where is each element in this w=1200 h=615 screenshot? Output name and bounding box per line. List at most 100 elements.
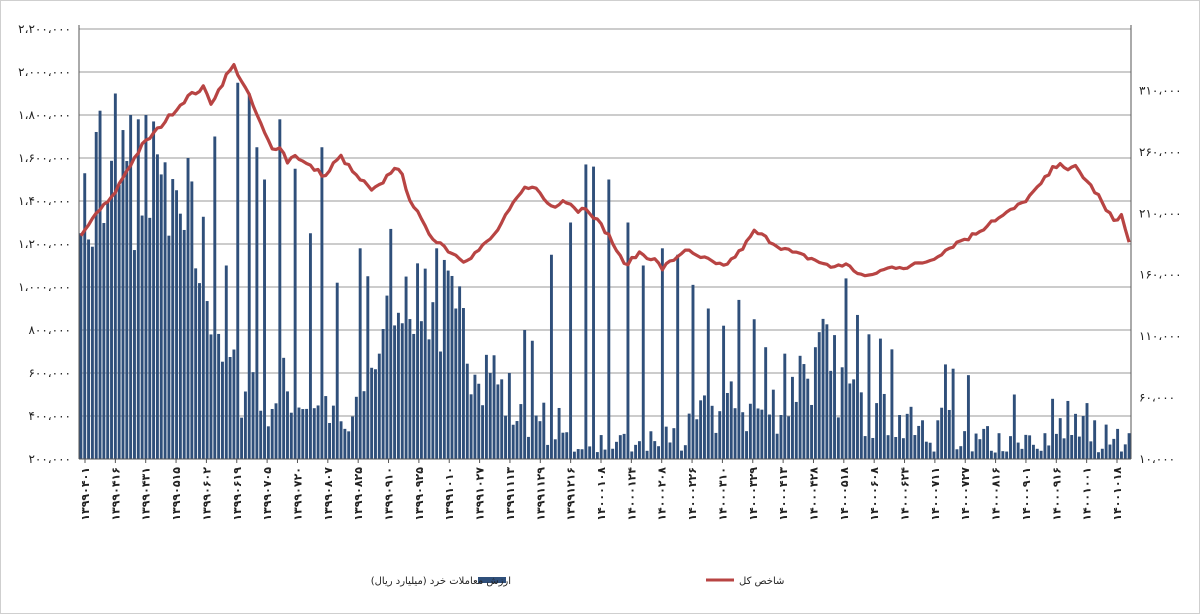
bar [439, 351, 442, 459]
bar [270, 408, 274, 459]
bar [641, 265, 645, 459]
bar [894, 437, 898, 459]
bar [163, 162, 167, 460]
bar [599, 435, 603, 459]
x-tick-label: ۱۴۰۰۰۹۰۱ [1020, 467, 1033, 521]
bar [852, 379, 856, 459]
bar [370, 367, 374, 459]
y-left-tick-label: ۸۰۰،۰۰۰ [28, 323, 71, 337]
bar [511, 424, 515, 459]
bar [484, 354, 488, 459]
bar [1028, 435, 1032, 459]
bar [408, 319, 412, 459]
bar [152, 121, 156, 459]
bar [1031, 444, 1035, 459]
bar [595, 452, 599, 459]
bar [171, 179, 175, 460]
x-tick-label: ۱۳۹۹۱۰۲۷ [474, 467, 487, 521]
bar [1066, 400, 1070, 459]
bar [301, 409, 305, 459]
line-series [79, 62, 1131, 278]
bar [400, 323, 404, 459]
y-right-tick-label: ۲۶۰،۰۰۰ [1139, 145, 1182, 159]
bar [450, 275, 454, 459]
x-tick-label: ۱۴۰۰۰۵۱۸ [838, 467, 851, 521]
bar [125, 161, 129, 459]
bar [155, 154, 159, 459]
bar [393, 325, 397, 459]
bar [351, 416, 354, 459]
y-right-tick-label: ۶۰،۰۰۰ [1139, 391, 1175, 405]
x-tick-label: ۱۴۰۰۰۴۲۸ [807, 467, 820, 521]
bar [515, 421, 519, 459]
bar [848, 383, 852, 459]
bar [255, 147, 259, 459]
bar [745, 431, 748, 459]
legend-bar-swatch [478, 577, 506, 583]
bar [924, 441, 928, 459]
bar [1016, 442, 1020, 459]
bar [871, 437, 875, 459]
bar [611, 448, 615, 459]
bar [947, 409, 951, 459]
bar [768, 414, 771, 459]
bar [993, 452, 997, 459]
bar [917, 425, 921, 459]
bar [462, 308, 465, 459]
x-tick-label: ۱۳۹۹۰۴۰۱ [79, 467, 92, 521]
bar [932, 451, 936, 459]
bar [247, 93, 251, 459]
bar [1089, 441, 1093, 459]
bar [913, 435, 917, 459]
bar [810, 404, 814, 459]
bar [213, 136, 217, 459]
bar [496, 384, 500, 459]
bar [898, 415, 902, 459]
bar [695, 419, 699, 459]
x-tick-label: ۱۴۰۰۰۲۰۸ [656, 467, 669, 521]
bar [1051, 398, 1055, 459]
bar [389, 228, 393, 459]
bar [404, 276, 408, 459]
bar [1112, 438, 1116, 459]
bar [653, 441, 657, 459]
bar [970, 451, 974, 459]
bar [683, 445, 687, 459]
bar [856, 314, 859, 459]
bar [320, 147, 324, 459]
x-tick-label: ۱۴۰۰۰۴۱۳ [777, 467, 790, 521]
x-tick-label: ۱۳۹۹۰۹۱۰ [383, 467, 396, 521]
bar [396, 312, 400, 459]
bar [106, 201, 110, 459]
bar [94, 131, 98, 459]
bar [343, 428, 347, 459]
bar [87, 239, 91, 459]
y-right-tick-label: ۱۰،۰۰۰ [1139, 452, 1175, 466]
bar [481, 405, 485, 459]
bar [374, 369, 377, 459]
bar [982, 428, 986, 459]
y-left-tick-label: ۱،۸۰۰،۰۰۰ [18, 108, 71, 122]
x-tick-label: ۱۳۹۹۰۷۰۵ [261, 467, 274, 521]
bar [649, 431, 653, 459]
bar [381, 328, 385, 459]
bar [542, 402, 546, 459]
bar [446, 270, 450, 459]
bar [1024, 434, 1028, 459]
y-right-tick-label: ۱۱۰،۰۰۰ [1139, 329, 1182, 343]
bar [829, 370, 833, 459]
bar [863, 436, 867, 459]
bar [859, 392, 863, 459]
bar [546, 444, 550, 459]
bar [507, 373, 511, 459]
bar [1119, 451, 1123, 459]
x-tick-label: ۱۳۹۹۱۱۲۹ [534, 467, 547, 521]
bar [358, 248, 362, 459]
x-tick-label: ۱۳۹۹۱۱۱۳ [504, 467, 517, 521]
bar [905, 413, 909, 459]
bar [98, 110, 102, 459]
x-tick-label: ۱۴۰۰۱۰۰۱ [1081, 467, 1094, 521]
x-tick-label: ۱۴۰۰۰۷۲۷ [959, 467, 972, 521]
